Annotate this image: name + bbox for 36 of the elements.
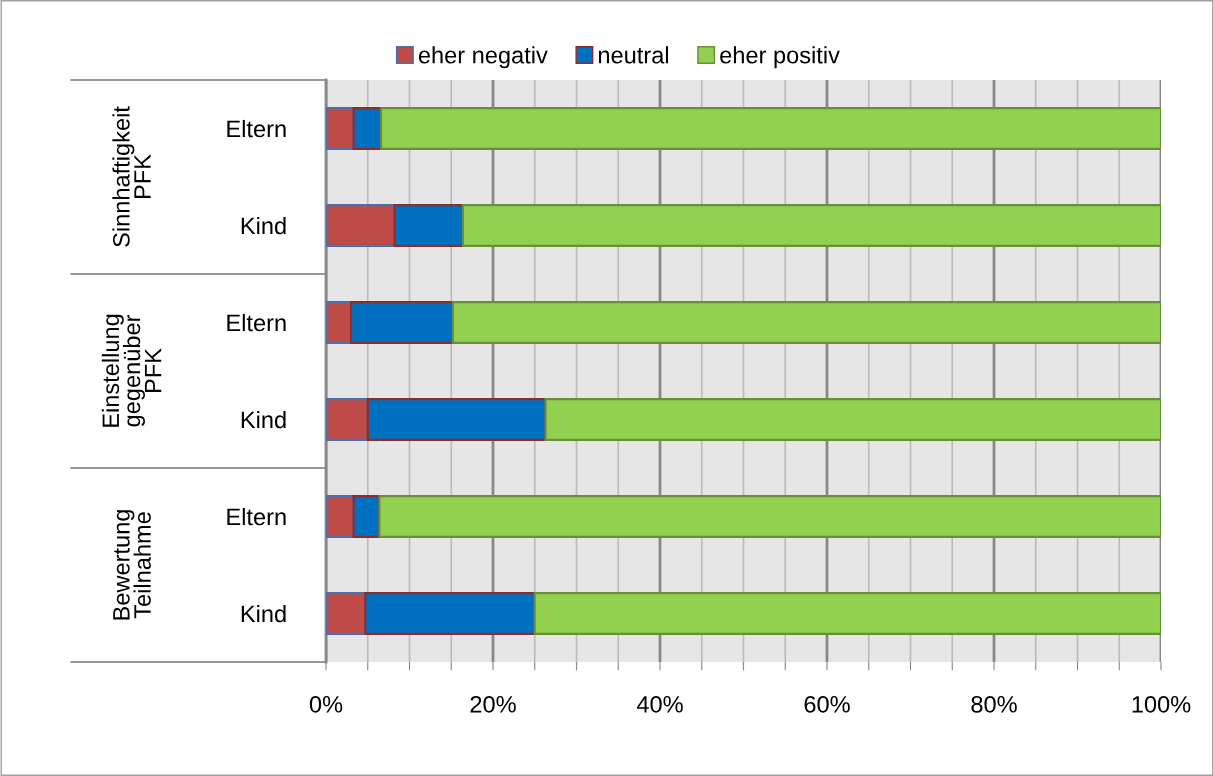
bar <box>326 204 396 247</box>
bar <box>380 107 1161 150</box>
x-tick-label: 60% <box>804 695 850 713</box>
y-tick-label: Kind <box>241 216 286 235</box>
bar <box>451 301 1161 344</box>
bar <box>364 592 536 635</box>
text: Einstellung gegenüber PFK <box>101 314 162 427</box>
y-tick-label: Eltern <box>227 313 286 332</box>
text: Sinnhaftigkeit PFK <box>112 106 151 247</box>
x-tick-label: 100% <box>1132 695 1191 713</box>
bar <box>352 107 383 150</box>
bar <box>352 495 381 538</box>
x-tick-label: 0% <box>309 695 343 713</box>
legend-label: eher negativ <box>418 46 548 69</box>
bar <box>544 398 1161 441</box>
text: Bewertung Teilnahme <box>113 510 151 620</box>
bar <box>326 107 355 150</box>
legend-label: neutral <box>598 46 668 64</box>
y-tick-label: Eltern <box>227 119 286 138</box>
y-tick-label: Eltern <box>227 507 286 526</box>
bar <box>326 495 355 538</box>
bar <box>378 495 1161 538</box>
bar <box>366 398 547 441</box>
bar <box>533 592 1161 635</box>
bar <box>326 398 369 441</box>
y-tick-label: Kind <box>241 604 286 623</box>
bar <box>393 204 464 247</box>
bar <box>350 301 454 344</box>
x-tick-label: 40% <box>636 695 683 713</box>
legend-label: eher positiv <box>720 46 840 69</box>
bar <box>326 592 367 635</box>
x-tick-label: 80% <box>971 695 1017 713</box>
bar <box>461 204 1161 247</box>
bar <box>326 301 353 344</box>
x-tick-label: 20% <box>470 695 516 713</box>
y-tick-label: Kind <box>241 410 286 429</box>
